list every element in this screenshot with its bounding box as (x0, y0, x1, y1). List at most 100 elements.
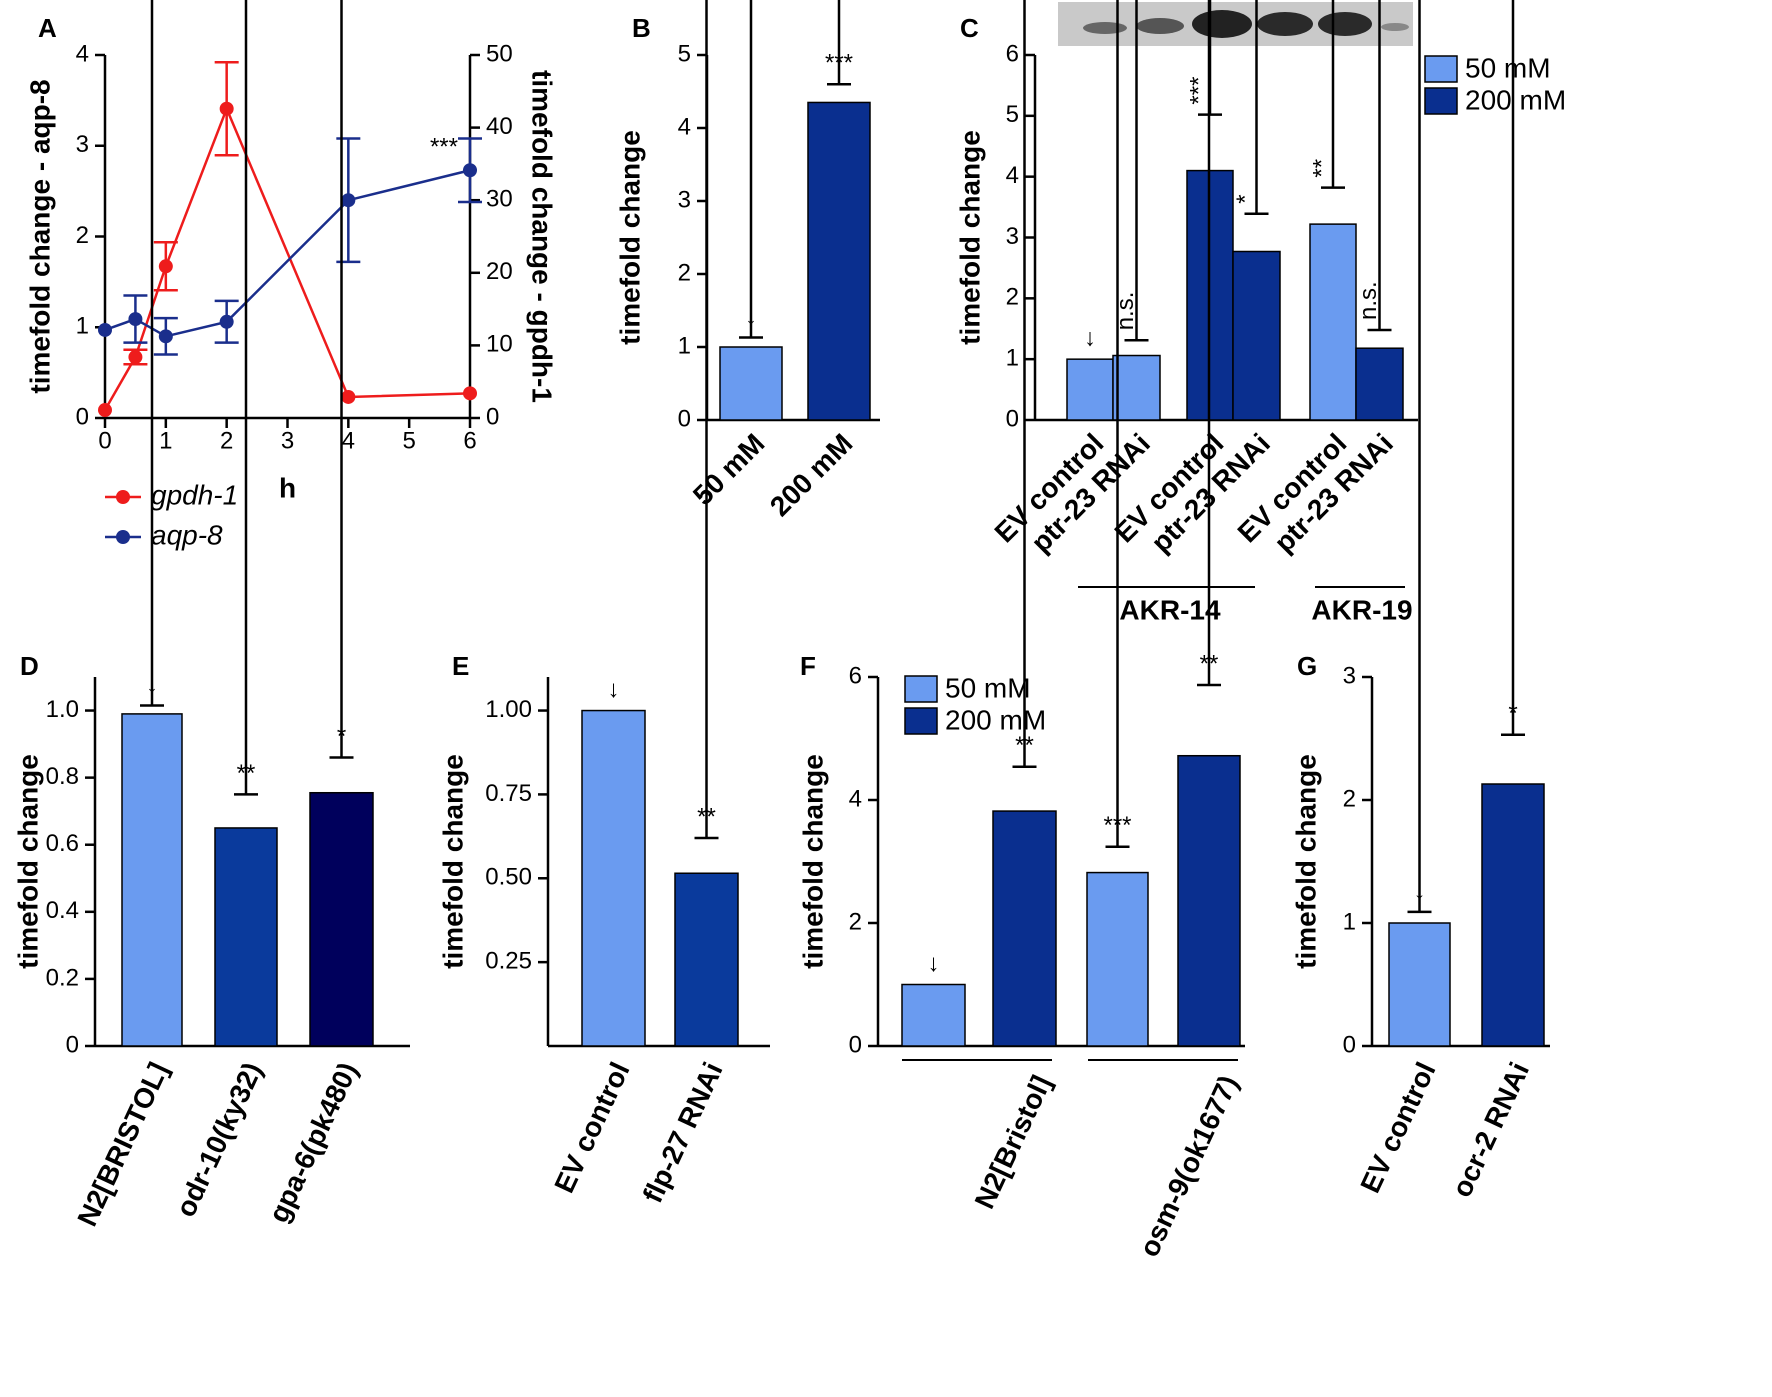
y-tick-label: 40 (486, 113, 513, 140)
data-point (219, 101, 234, 116)
series-line (103, 105, 471, 411)
annotation: * (337, 723, 346, 750)
panel-letter: B (632, 13, 651, 43)
annotation: ** (1200, 650, 1219, 677)
x-tick-label: N2[BRISTOL] (71, 1058, 174, 1231)
legend-marker (116, 490, 130, 504)
data-point (98, 403, 112, 418)
annotation: ↓ (1414, 877, 1426, 904)
y-tick-label: 0.4 (46, 897, 79, 924)
y-axis-label: timefold change (437, 754, 468, 969)
y-tick-label: 5 (1006, 101, 1019, 128)
y-tick-label: 0 (66, 1031, 79, 1058)
blot-band (1192, 10, 1252, 38)
bar (674, 872, 739, 1047)
y-tick-label: 2 (849, 908, 862, 935)
group-label: AKR-14 (1119, 594, 1221, 625)
y-axis-label: timefold change (12, 754, 43, 969)
annotation: * (1508, 700, 1517, 727)
y-tick-label: 1 (1343, 908, 1356, 935)
legend-label: gpdh-1 (151, 479, 238, 510)
y-axis-label: timefold change (954, 130, 985, 345)
annotation: ↓ (608, 676, 620, 703)
legend-label: 50 mM (945, 672, 1031, 703)
y-tick-label: 6 (849, 662, 862, 689)
annotation: n.s. (1112, 292, 1139, 331)
panel-letter: E (452, 651, 469, 681)
y-tick-label: 1 (678, 332, 691, 359)
annotation: ** (697, 803, 716, 830)
y-tick-label: 2 (1006, 284, 1019, 311)
x-tick-label: odr-10(ky32) (170, 1058, 268, 1222)
legend-swatch (904, 675, 938, 703)
y-tick-label: 3 (678, 186, 691, 213)
x-tick-label: 50 mM (687, 428, 771, 512)
x-tick-label: 6 (463, 427, 476, 454)
y-tick-label: 1 (76, 313, 89, 340)
annotation: *** (1103, 812, 1131, 839)
y-tick-label: 0 (486, 403, 499, 430)
y-axis-label: timefold change (1290, 754, 1321, 969)
group-label: osm-9(ok1677) (1133, 1071, 1244, 1262)
y-tick-label: 0 (1343, 1031, 1356, 1058)
y-tick-label: 2 (678, 259, 691, 286)
y-tick-label: 30 (486, 186, 513, 213)
y-axis-label: timefold change - aqp-8 (24, 79, 55, 393)
legend-swatch (904, 707, 938, 735)
y-tick-label: 4 (678, 113, 691, 140)
x-tick-label: 1 (159, 427, 172, 454)
blot-band (1381, 23, 1409, 31)
x-tick-label: gpa-6(pk480) (263, 1058, 364, 1228)
annotation: ** (1015, 732, 1034, 759)
y-tick-label: 0.75 (485, 780, 532, 807)
annotation: ** (1308, 159, 1335, 178)
y-tick-label: 1.0 (46, 696, 79, 723)
panel-letter: F (800, 651, 816, 681)
panel-letter: C (960, 13, 979, 43)
annotation: *** (825, 50, 853, 77)
legend-label: 200 mM (945, 704, 1046, 735)
y-tick-label: 4 (849, 785, 862, 812)
x-tick-label: 5 (402, 427, 415, 454)
bar (807, 101, 871, 421)
bar (1066, 358, 1114, 421)
blot-band (1318, 12, 1372, 36)
y-tick-label: 4 (76, 40, 89, 67)
y-tick-label: 2 (76, 222, 89, 249)
legend-swatch (1424, 55, 1458, 83)
annotation: ↓ (146, 671, 158, 698)
data-point (463, 163, 477, 178)
panel-letter: G (1297, 651, 1317, 681)
y-tick-label: 0 (678, 405, 691, 432)
data-point (341, 193, 356, 208)
x-tick-label: 3 (281, 427, 294, 454)
bar (214, 827, 278, 1047)
y-tick-label: 3 (1006, 223, 1019, 250)
bar (992, 810, 1057, 1047)
blot-band (1083, 22, 1127, 34)
blot-band (1257, 12, 1313, 36)
data-point (219, 314, 234, 329)
y-tick-label: 0.2 (46, 964, 79, 991)
data-point (463, 386, 477, 401)
bar (1086, 871, 1149, 1047)
data-point (158, 329, 173, 344)
group-label: N2[Bristol] (969, 1071, 1058, 1214)
x-tick-label: EV control (548, 1058, 635, 1198)
group-label: AKR-19 (1311, 594, 1412, 625)
y-tick-label: 2 (1343, 785, 1356, 812)
legend-label: aqp-8 (151, 519, 223, 550)
x-tick-label: flp-27 RNAi (637, 1058, 729, 1208)
y2-axis-label: timefold change - gpdh-1 (527, 70, 558, 403)
y-tick-label: 20 (486, 258, 513, 285)
annotation: ** (237, 760, 256, 787)
y-tick-label: 50 (486, 40, 513, 67)
y-tick-label: 1 (1006, 345, 1019, 372)
y-tick-label: 0 (849, 1031, 862, 1058)
x-axis-label: h (279, 472, 296, 503)
annotation: ↓ (928, 950, 940, 977)
annotation: ↓ (1084, 325, 1096, 352)
blot-band (1136, 18, 1184, 34)
y-axis-label: timefold change (614, 130, 645, 345)
bar (1355, 347, 1404, 421)
